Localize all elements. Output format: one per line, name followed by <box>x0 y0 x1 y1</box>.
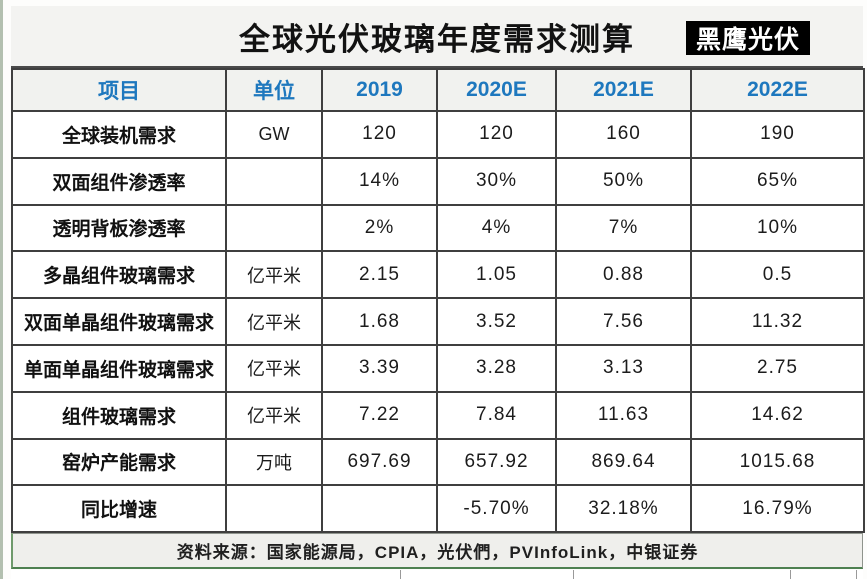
value-2020e: -5.70% <box>436 484 557 534</box>
value-2020e: 120 <box>436 110 557 159</box>
row-label: 窑炉产能需求 <box>11 437 227 487</box>
value-2020e: 3.28 <box>436 343 557 393</box>
value-2020e: 4% <box>436 203 557 253</box>
value-2020e: 30% <box>436 156 557 206</box>
value-2019: 2% <box>321 203 438 253</box>
value-2021e: 32.18% <box>555 484 692 534</box>
value-2019: 120 <box>321 110 438 159</box>
row-label: 单面单晶组件玻璃需求 <box>11 343 227 393</box>
unit-cell <box>225 484 323 534</box>
unit-cell: GW <box>225 110 323 159</box>
brand-logo: 黑鹰光伏 <box>685 21 810 55</box>
table-row: 组件玻璃需求 亿平米 7.22 7.84 11.63 14.62 <box>11 390 865 440</box>
table-row: 全球装机需求 GW 120 120 160 190 <box>11 110 865 159</box>
value-2021e: 160 <box>555 110 692 159</box>
value-2020e: 7.84 <box>436 390 557 440</box>
column-header-item: 项目 <box>11 68 227 112</box>
row-label: 全球装机需求 <box>11 110 227 159</box>
value-2022e: 10% <box>690 203 865 253</box>
value-2021e: 3.13 <box>555 343 692 393</box>
value-2021e: 11.63 <box>555 390 692 440</box>
column-header-2019: 2019 <box>321 68 438 112</box>
value-2019: 14% <box>321 156 438 206</box>
value-2022e: 1015.68 <box>690 437 865 487</box>
unit-cell: 亿平米 <box>225 343 323 393</box>
column-header-2020e: 2020E <box>436 68 557 112</box>
table-row: 多晶组件玻璃需求 亿平米 2.15 1.05 0.88 0.5 <box>11 250 865 300</box>
table-row: 透明背板渗透率 2% 4% 7% 10% <box>11 203 865 253</box>
value-2022e: 190 <box>690 110 865 159</box>
value-2021e: 7.56 <box>555 297 692 346</box>
grid-tick <box>790 570 791 579</box>
value-2019: 697.69 <box>321 437 438 487</box>
value-2021e: 0.88 <box>555 250 692 300</box>
unit-cell: 万吨 <box>225 437 323 487</box>
column-header-2021e: 2021E <box>555 68 692 112</box>
grid-tick <box>856 570 857 579</box>
row-label: 透明背板渗透率 <box>11 203 227 253</box>
value-2020e: 657.92 <box>436 437 557 487</box>
unit-cell: 亿平米 <box>225 297 323 346</box>
value-2021e: 50% <box>555 156 692 206</box>
value-2022e: 14.62 <box>690 390 865 440</box>
row-label: 组件玻璃需求 <box>11 390 227 440</box>
table-header-row: 项目 单位 2019 2020E 2021E 2022E <box>11 68 865 112</box>
value-2022e: 0.5 <box>690 250 865 300</box>
value-2020e: 3.52 <box>436 297 557 346</box>
pv-glass-demand-table: 项目 单位 2019 2020E 2021E 2022E 全球装机需求 GW 1… <box>11 68 865 534</box>
value-2019: 7.22 <box>321 390 438 440</box>
table-row: 双面组件渗透率 14% 30% 50% 65% <box>11 156 865 206</box>
table-row: 同比增速 -5.70% 32.18% 16.79% <box>11 484 865 534</box>
grid-tick <box>400 570 401 579</box>
unit-cell <box>225 203 323 253</box>
grid-tick <box>573 570 574 579</box>
value-2019 <box>321 484 438 534</box>
value-2022e: 16.79% <box>690 484 865 534</box>
table-row: 单面单晶组件玻璃需求 亿平米 3.39 3.28 3.13 2.75 <box>11 343 865 393</box>
value-2022e: 2.75 <box>690 343 865 393</box>
unit-cell: 亿平米 <box>225 250 323 300</box>
table-row: 窑炉产能需求 万吨 697.69 657.92 869.64 1015.68 <box>11 437 865 487</box>
value-2022e: 65% <box>690 156 865 206</box>
page-title: 全球光伏玻璃年度需求测算 <box>239 21 635 57</box>
row-label: 多晶组件玻璃需求 <box>11 250 227 300</box>
unit-cell: 亿平米 <box>225 390 323 440</box>
value-2021e: 7% <box>555 203 692 253</box>
column-header-unit: 单位 <box>225 68 323 112</box>
value-2021e: 869.64 <box>555 437 692 487</box>
row-label: 双面组件渗透率 <box>11 156 227 206</box>
value-2019: 2.15 <box>321 250 438 300</box>
value-2020e: 1.05 <box>436 250 557 300</box>
unit-cell <box>225 156 323 206</box>
row-label: 双面单晶组件玻璃需求 <box>11 297 227 346</box>
bottom-strip <box>11 570 863 579</box>
row-label: 同比增速 <box>11 484 227 534</box>
value-2019: 3.39 <box>321 343 438 393</box>
value-2022e: 11.32 <box>690 297 865 346</box>
table-row: 双面单晶组件玻璃需求 亿平米 1.68 3.52 7.56 11.32 <box>11 297 865 346</box>
column-header-2022e: 2022E <box>690 68 865 112</box>
value-2019: 1.68 <box>321 297 438 346</box>
source-footer: 资料来源：国家能源局，CPIA，光伏們，PVInfoLink，中银证券 <box>11 533 863 569</box>
